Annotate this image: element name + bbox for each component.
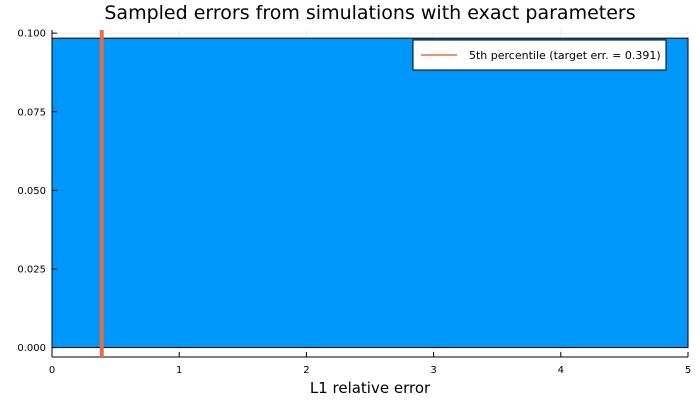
chart-title: Sampled errors from simulations with exa…	[104, 2, 635, 24]
x-tick-label: 0	[49, 365, 55, 376]
x-tick-label: 4	[558, 365, 564, 376]
histogram-bar	[51, 37, 689, 349]
y-tick-label: 0.100	[17, 29, 46, 40]
x-tick-label: 1	[176, 365, 182, 376]
legend: 5th percentile (target err. = 0.391)	[412, 39, 667, 71]
bar-layer	[51, 37, 689, 349]
x-tick-label: 5	[685, 365, 691, 376]
y-tick-label: 0.025	[17, 264, 46, 275]
axis-layer: 0 1 2 3 4 5 0.000 0.025 0.050 0.075 0.100	[17, 29, 691, 376]
x-tick-label: 3	[430, 365, 436, 376]
legend-label: 5th percentile (target err. = 0.391)	[469, 49, 661, 62]
y-tick-label: 0.000	[17, 343, 46, 354]
y-tick-label: 0.075	[17, 107, 46, 118]
x-tick-label: 2	[303, 365, 309, 376]
y-tick-label: 0.050	[17, 186, 46, 197]
x-axis-title: L1 relative error	[310, 379, 431, 397]
